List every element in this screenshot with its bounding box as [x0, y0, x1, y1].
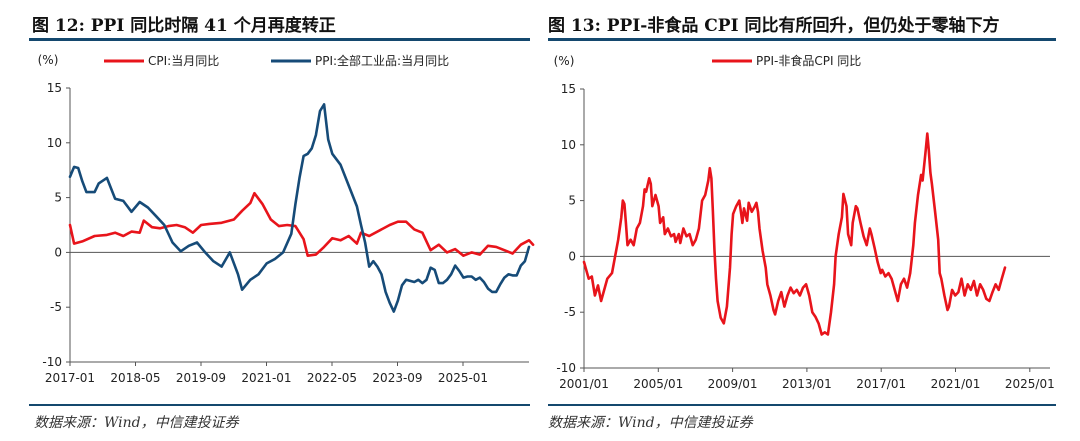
- x-tick-label: 2017-01: [45, 371, 95, 385]
- y-tick-label: 10: [561, 138, 576, 152]
- data-source: 数据来源：Wind，中信建投证券: [548, 415, 753, 431]
- chart-title: 图 12: PPI 同比时隔 41 个月再度转正: [32, 16, 336, 36]
- title-rule: [548, 38, 1056, 41]
- y-tick-label: 15: [561, 82, 576, 96]
- x-tick-label: 2022-05: [307, 371, 357, 385]
- y-tick-label: 0: [54, 245, 62, 259]
- ppi-cpi-line-chart: (%) 15 10 5 0 -5 -10 2017-01 2018-05 2019-09 2021-…: [38, 53, 535, 385]
- x-tick-label: 2023-09: [372, 371, 422, 385]
- x-tick-label: 2005/01: [633, 377, 683, 391]
- y-tick-label: -5: [564, 305, 576, 319]
- series-line: [582, 132, 1007, 336]
- footer-rule: [29, 404, 530, 406]
- y-tick-label: 5: [54, 191, 62, 205]
- y-tick-label: 15: [47, 81, 62, 95]
- legend-label: CPI:当月同比: [148, 54, 219, 68]
- y-tick-label: -10: [556, 361, 576, 375]
- y-tick-label: 0: [568, 249, 576, 263]
- y-unit-label: (%): [554, 54, 575, 68]
- x-tick-label: 2001/01: [559, 377, 609, 391]
- y-tick-label: -5: [50, 300, 62, 314]
- y-unit-label: (%): [38, 53, 59, 67]
- data-source: 数据来源：Wind，中信建投证券: [34, 415, 239, 431]
- x-tick-label: 2021-01: [241, 371, 291, 385]
- right-panel: 图 13: PPI-非食品 CPI 同比有所回升，但仍处于零轴下方 (%) 15 1…: [548, 0, 1080, 441]
- x-tick-label: 2025/01: [1005, 377, 1055, 391]
- x-tick-label: 2013/01: [782, 377, 832, 391]
- x-tick-label: 2009/01: [708, 377, 758, 391]
- footer-rule: [548, 404, 1056, 406]
- x-tick-label: 2017/01: [856, 377, 906, 391]
- y-tick-label: -10: [42, 355, 62, 369]
- x-tick-label: 2019-09: [176, 371, 226, 385]
- legend-label: PPI-非食品CPI 同比: [756, 53, 861, 68]
- title-rule: [29, 38, 530, 41]
- chart-title: 图 13: PPI-非食品 CPI 同比有所回升，但仍处于零轴下方: [548, 16, 1000, 36]
- y-tick-label: 10: [47, 136, 62, 150]
- x-tick-label: 2018-05: [110, 371, 160, 385]
- legend-label: PPI:全部工业品:当月同比: [315, 53, 449, 68]
- y-tick-label: 5: [568, 194, 576, 208]
- x-tick-label: 2021/01: [931, 377, 981, 391]
- x-tick-label: 2025-01: [438, 371, 488, 385]
- series-line: [68, 191, 535, 257]
- series-line: [68, 103, 531, 313]
- left-panel: 图 12: PPI 同比时隔 41 个月再度转正 (%) 15 10 5 0 -5 -10 2…: [0, 0, 535, 441]
